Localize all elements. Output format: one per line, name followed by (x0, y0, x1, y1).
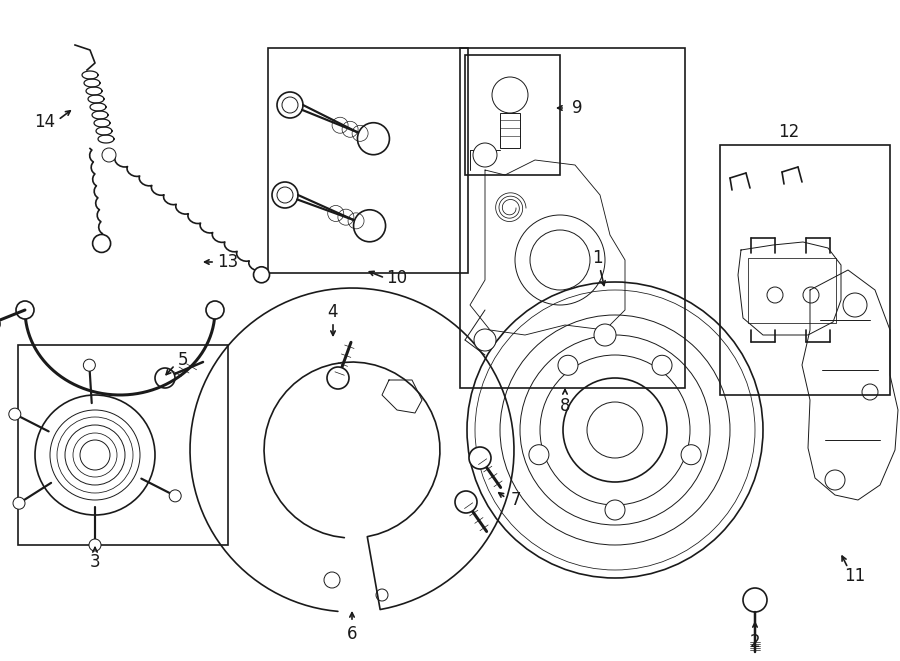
Circle shape (843, 293, 867, 317)
Text: 7: 7 (511, 491, 521, 509)
Circle shape (169, 490, 181, 502)
Circle shape (272, 182, 298, 208)
Circle shape (354, 210, 385, 242)
Bar (268, 48, 468, 273)
Circle shape (558, 355, 578, 375)
Text: 5: 5 (178, 351, 188, 369)
Text: 2: 2 (750, 633, 760, 651)
Circle shape (473, 143, 497, 167)
Circle shape (16, 301, 34, 319)
Circle shape (469, 447, 491, 469)
Circle shape (254, 267, 269, 283)
Text: 10: 10 (386, 269, 408, 287)
Circle shape (277, 187, 293, 203)
Text: 13: 13 (218, 253, 238, 271)
Text: 3: 3 (90, 553, 100, 571)
Circle shape (594, 324, 616, 346)
Text: 4: 4 (328, 303, 338, 321)
Circle shape (102, 148, 116, 162)
Circle shape (455, 491, 477, 513)
Circle shape (529, 445, 549, 465)
Bar (465, 55, 560, 175)
Circle shape (282, 97, 298, 113)
Circle shape (84, 359, 95, 371)
Circle shape (13, 497, 25, 509)
Bar (720, 145, 890, 395)
Circle shape (605, 500, 625, 520)
Text: 12: 12 (778, 123, 799, 141)
Circle shape (206, 301, 224, 319)
Text: 14: 14 (34, 113, 56, 131)
Circle shape (277, 92, 303, 118)
Bar (460, 48, 685, 388)
Circle shape (155, 368, 175, 388)
Circle shape (652, 355, 672, 375)
Circle shape (9, 408, 21, 420)
Bar (748, 258, 836, 323)
Circle shape (474, 329, 496, 351)
Circle shape (93, 235, 111, 253)
Circle shape (89, 539, 101, 551)
Text: 6: 6 (346, 625, 357, 643)
Bar (18, 345, 228, 545)
Circle shape (825, 470, 845, 490)
Text: 1: 1 (591, 249, 602, 267)
Text: 8: 8 (560, 397, 571, 415)
Bar (500, 113, 520, 148)
Text: 11: 11 (844, 567, 866, 585)
Text: 9: 9 (572, 99, 582, 117)
Circle shape (327, 367, 349, 389)
Circle shape (681, 445, 701, 465)
Circle shape (357, 123, 390, 155)
Circle shape (743, 588, 767, 612)
